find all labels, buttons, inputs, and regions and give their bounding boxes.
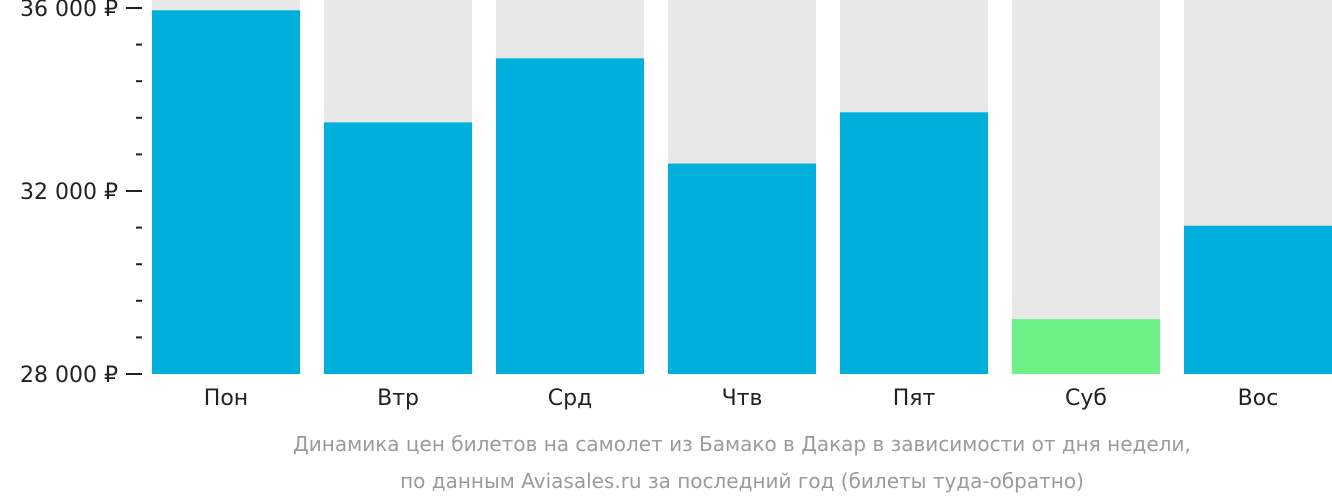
x-tick-label: Втр: [377, 386, 419, 411]
x-tick-label: Вос: [1238, 386, 1279, 411]
bar-Пон: [152, 10, 300, 374]
y-tick-label: 28 000 ₽: [20, 363, 118, 388]
bar-Вос: [1184, 225, 1332, 374]
background-column: [1012, 0, 1160, 374]
y-tick-label: 32 000 ₽: [20, 180, 118, 205]
x-tick-label: Пят: [893, 386, 936, 411]
caption-line-1: Динамика цен билетов на самолет из Бамак…: [293, 432, 1191, 456]
x-tick-label: Срд: [548, 386, 593, 411]
bars: [152, 10, 1332, 374]
bar-Срд: [496, 58, 644, 374]
x-tick-label: Пон: [204, 386, 248, 411]
bar-Суб: [1012, 319, 1160, 374]
x-tick-label: Суб: [1065, 386, 1107, 411]
caption: Динамика цен билетов на самолет из Бамак…: [293, 432, 1191, 493]
bar-Чтв: [668, 163, 816, 374]
bar-Втр: [324, 122, 472, 374]
bar-Пят: [840, 112, 988, 374]
y-axis: 28 000 ₽ 32 000 ₽ 36 000 ₽: [20, 0, 142, 388]
x-axis: Пон Втр Срд Чтв Пят Суб Вос: [204, 386, 1279, 411]
caption-line-2: по данным Aviasales.ru за последний год …: [400, 469, 1084, 493]
y-tick-label: 36 000 ₽: [20, 0, 118, 22]
x-tick-label: Чтв: [722, 386, 763, 411]
